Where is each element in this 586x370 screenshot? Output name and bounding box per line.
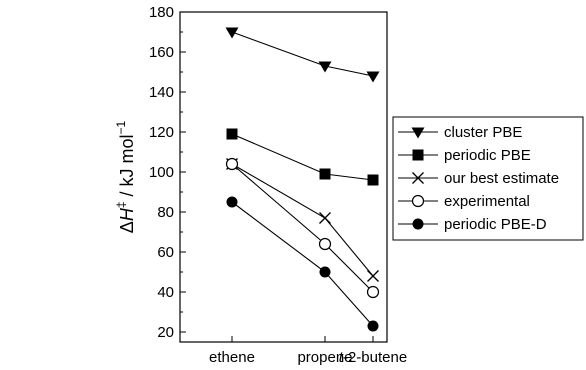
y-tick-label: 140 (149, 84, 174, 101)
y-tick-label: 180 (149, 4, 174, 21)
x-tick-label: t-2-butene (339, 349, 407, 366)
data-point (225, 157, 239, 171)
data-point (319, 266, 331, 278)
data-point (366, 285, 380, 299)
series-4 (225, 157, 380, 299)
y-tick-label: 160 (149, 44, 174, 61)
x-stroke (319, 212, 331, 224)
series-line (231, 31, 374, 77)
data-point (226, 128, 238, 140)
data-point (319, 212, 331, 224)
legend-item: cluster PBE (398, 124, 522, 141)
data-point (319, 168, 331, 180)
data-point (318, 61, 332, 73)
legend-marker (412, 218, 424, 230)
plot-frame (179, 11, 388, 343)
legend: cluster PBE periodic PBE our best estimate… (392, 116, 584, 241)
y-tick-label: 120 (149, 124, 174, 141)
series-3 (226, 158, 379, 282)
legend-label: periodic PBE (444, 147, 531, 164)
series-line (231, 163, 374, 277)
series-2 (226, 128, 379, 186)
series-line (231, 133, 374, 181)
legend-marker (411, 127, 425, 139)
y-tick-label: 80 (157, 204, 174, 221)
legend-marker (411, 194, 425, 208)
legend-label: our best estimate (444, 170, 559, 187)
legend-label: periodic PBE-D (444, 216, 547, 233)
series-1 (225, 27, 380, 83)
data-point (226, 196, 238, 208)
legend-marker (412, 172, 424, 184)
data-point (367, 320, 379, 332)
legend-label: cluster PBE (444, 124, 522, 141)
legend-label: experimental (444, 193, 530, 210)
x-tick-label: propene (297, 349, 352, 366)
y-tick-label: 20 (157, 324, 174, 341)
legend-marker (412, 149, 424, 161)
x-stroke (412, 172, 424, 184)
y-tick-label: 40 (157, 284, 174, 301)
x-tick-label: ethene (209, 349, 255, 366)
data-point (367, 174, 379, 186)
data-point (225, 27, 239, 39)
legend-item: periodic PBE (398, 147, 531, 164)
y-axis-title: ΔH‡ / kJ mol−1 (114, 120, 137, 233)
y-tick-label: 60 (157, 244, 174, 261)
y-tick-label: 100 (149, 164, 174, 181)
series-line (231, 201, 374, 327)
legend-item: our best estimate (398, 170, 559, 187)
data-point (318, 237, 332, 251)
series-5 (226, 196, 379, 332)
data-point (367, 270, 379, 282)
legend-item: experimental (398, 193, 530, 210)
data-point (366, 71, 380, 83)
y-axis: 20 40 60 80 100 120 140 160 180 (149, 4, 186, 341)
legend-box (392, 116, 584, 241)
series-layer (225, 27, 380, 332)
x-stroke (367, 270, 379, 282)
legend-item: periodic PBE-D (398, 216, 547, 233)
series-line (231, 163, 374, 293)
